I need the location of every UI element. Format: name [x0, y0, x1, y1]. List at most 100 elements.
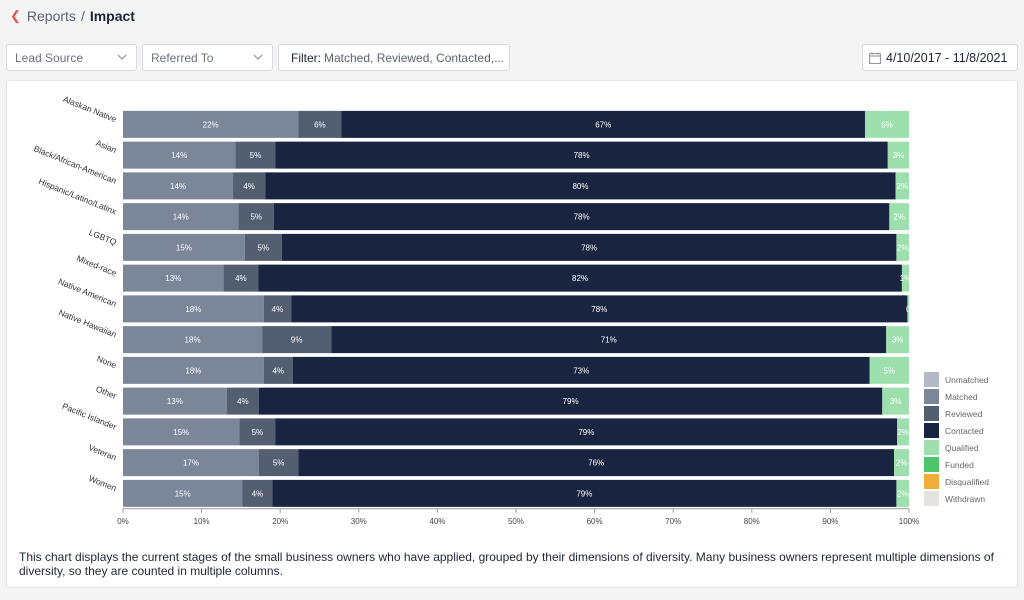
legend-label: Contacted	[945, 426, 984, 436]
data-label: 5%	[250, 213, 262, 222]
data-label: 15%	[176, 243, 192, 252]
bar-segment-contacted	[291, 295, 908, 323]
data-label: 67%	[595, 120, 611, 129]
legend-swatch	[924, 474, 939, 489]
breadcrumb-reports-link[interactable]: Reports	[26, 8, 76, 24]
bar-segment-matched	[123, 479, 243, 507]
bar-segment-reviewed	[233, 172, 266, 200]
bar-segment-qualified	[886, 326, 909, 354]
legend-swatch	[924, 491, 939, 506]
category-label: LGBTQ	[88, 227, 119, 247]
data-label: 22%	[203, 120, 219, 129]
category-label: Women	[87, 473, 118, 493]
data-label: 2%	[897, 182, 909, 191]
filter-value: Matched, Reviewed, Contacted,...	[324, 50, 505, 65]
chart-card: 22% 6% 67% 6% Alaskan Native 14% 5% 78% 3% Asian 1…	[6, 80, 1018, 588]
legend-label: Withdrawn	[945, 494, 985, 504]
referred-to-value: Referred To	[151, 50, 214, 65]
category-label: Other	[95, 384, 119, 401]
x-tick-label: 100%	[899, 517, 919, 526]
lead-source-select[interactable]: Lead Source	[6, 44, 137, 71]
category-label: Native Hawaiian	[57, 307, 118, 339]
bar-segment-contacted	[275, 141, 888, 169]
chevron-down-icon	[253, 54, 263, 60]
x-tick-label: 90%	[822, 517, 838, 526]
data-label: 9%	[291, 336, 303, 345]
x-tick-label: 80%	[744, 517, 760, 526]
data-label: 18%	[185, 336, 201, 345]
x-tick-label: 0%	[117, 517, 129, 526]
data-label: 82%	[572, 274, 588, 283]
bar-segment-reviewed	[223, 264, 259, 292]
bar-segment-qualified	[896, 233, 909, 261]
bar-segment-contacted	[341, 110, 865, 138]
bar-segment-qualified	[894, 449, 909, 477]
bar-segment-reviewed	[258, 449, 299, 477]
bar-segment-contacted	[292, 356, 870, 384]
data-label: 4%	[252, 489, 264, 498]
bar-segment-contacted	[275, 418, 898, 446]
data-label: 2%	[897, 428, 909, 437]
data-label: 5%	[250, 151, 262, 160]
bar-segment-contacted	[281, 233, 897, 261]
legend-label: Reviewed	[945, 409, 983, 419]
data-label: 14%	[173, 213, 189, 222]
data-label: 5%	[258, 243, 270, 252]
bar-segment-qualified	[901, 264, 909, 292]
filter-button[interactable]: Filter: Matched, Reviewed, Contacted,...	[278, 44, 510, 71]
bar-segment-reviewed	[235, 141, 276, 169]
bar-segment-qualified	[896, 479, 909, 507]
referred-to-select[interactable]: Referred To	[142, 44, 273, 71]
category-label: Mixed-race	[75, 253, 118, 278]
bar-segment-matched	[123, 172, 234, 200]
data-label: 4%	[243, 182, 255, 191]
bar-segment-qualified	[889, 203, 909, 231]
bar-segment-matched	[123, 141, 236, 169]
data-label: 79%	[578, 428, 594, 437]
x-tick-label: 40%	[429, 517, 445, 526]
legend-label: Matched	[945, 392, 978, 402]
category-label: None	[95, 353, 118, 370]
data-label: 15%	[175, 489, 191, 498]
bar-segment-matched	[123, 356, 264, 384]
data-label: 14%	[170, 182, 186, 191]
legend-swatch	[924, 423, 939, 438]
bar-segment-qualified	[882, 387, 909, 415]
bar-segment-contacted	[272, 479, 897, 507]
x-tick-label: 50%	[508, 517, 524, 526]
bar-segment-contacted	[298, 449, 895, 477]
bar-segment-qualified	[895, 172, 909, 200]
data-label: 2%	[897, 243, 909, 252]
data-label: 13%	[165, 274, 181, 283]
category-label: Veteran	[87, 442, 118, 462]
x-tick-label: 20%	[272, 517, 288, 526]
data-label: 6%	[314, 120, 326, 129]
bar-segment-reviewed	[262, 326, 332, 354]
bar-segment-reviewed	[263, 295, 292, 323]
bar-segment-contacted	[258, 387, 883, 415]
legend-swatch	[924, 457, 939, 472]
chart-caption: This chart displays the current stages o…	[19, 550, 994, 578]
bar-segment-matched	[123, 387, 227, 415]
legend-swatch	[924, 440, 939, 455]
bar-segment-reviewed	[238, 203, 274, 231]
data-label: 1%	[900, 274, 912, 283]
data-label: 3%	[890, 397, 902, 406]
bar-segment-qualified	[864, 110, 909, 138]
legend-label: Funded	[945, 460, 974, 470]
chevron-left-icon[interactable]: ❮	[10, 8, 21, 23]
data-label: 6%	[881, 120, 893, 129]
legend-swatch	[924, 372, 939, 387]
bar-segment-matched	[123, 449, 259, 477]
date-range-picker[interactable]: 4/10/2017 - 11/8/2021	[862, 44, 1018, 71]
date-range-value: 4/10/2017 - 11/8/2021	[886, 50, 1008, 65]
toolbar: Lead Source Referred To Filter: Matched,…	[6, 44, 1018, 72]
legend-swatch	[924, 406, 939, 421]
data-label: 4%	[272, 366, 284, 375]
legend-label: Qualified	[945, 443, 979, 453]
bar-segment-matched	[123, 264, 224, 292]
x-tick-label: 70%	[665, 517, 681, 526]
data-label: 15%	[173, 428, 189, 437]
data-label: 4%	[272, 305, 284, 314]
lead-source-value: Lead Source	[15, 50, 84, 65]
